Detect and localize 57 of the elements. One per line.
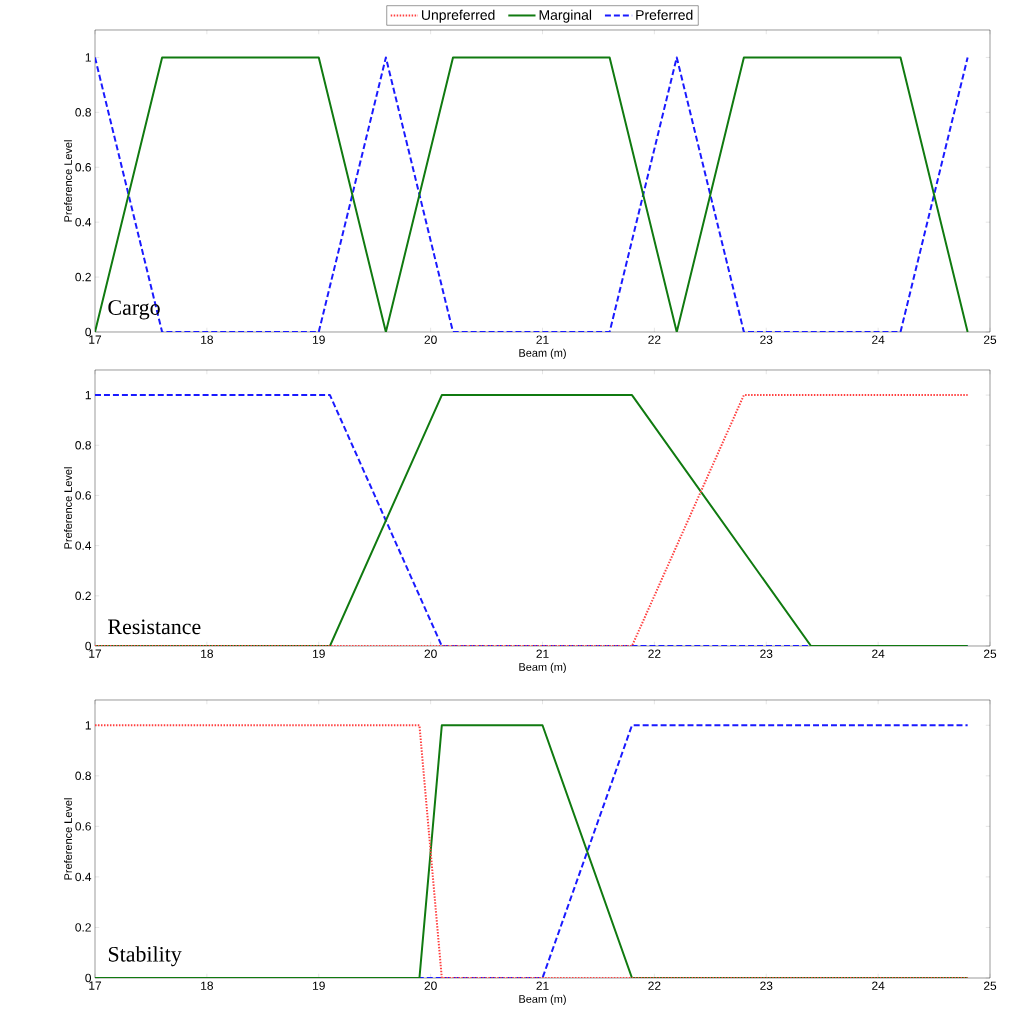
y-tick-label: 0.4 [75,217,92,227]
x-tick-label: 21 [536,649,549,658]
x-tick-label: 17 [89,981,102,990]
x-tick-label: 25 [983,981,997,990]
x-tick-label: 24 [872,981,885,990]
annotation: Stability [108,946,182,967]
legend-label: Preferred [636,9,693,20]
y-tick-label: 0.2 [75,591,91,601]
y-tick-label: 0 [85,973,92,983]
y-tick-label: 0.8 [75,771,91,781]
x-tick-label: 20 [424,649,437,658]
x-tick-label: 18 [201,981,213,990]
y-axis-title: Preference Level [63,798,73,880]
y-tick-label: 0 [85,327,92,337]
x-axis-title: Beam (m) [519,348,566,360]
x-tick-label: 17 [89,335,102,344]
x-tick-label: 22 [648,649,661,658]
x-tick-label: 22 [648,981,661,990]
x-tick-label: 17 [89,649,102,658]
x-tick-label: 18 [201,649,213,658]
legend-label: Unpreferred [422,9,495,23]
y-tick-label: 0.6 [75,163,91,172]
x-axis-title: Beam (m) [519,662,566,674]
y-tick-label: 0.8 [75,108,91,117]
x-tick-label: 19 [313,981,325,990]
legend-label: Marginal [539,9,592,23]
x-tick-label: 19 [313,335,325,344]
y-tick-label: 1 [85,53,91,62]
x-tick-label: 20 [424,981,437,990]
x-tick-label: 22 [648,335,661,344]
y-tick-label: 0.4 [75,872,92,882]
x-tick-label: 20 [424,335,437,344]
x-tick-label: 23 [760,981,773,990]
y-tick-label: 0.6 [75,491,91,500]
x-tick-label: 24 [872,335,885,344]
annotation: Cargo [108,300,160,320]
annotation: Resistance [108,619,201,635]
y-tick-label: 0.8 [75,441,91,450]
x-tick-label: 21 [536,981,549,990]
y-tick-label: 1 [85,721,91,730]
x-tick-label: 23 [760,335,773,344]
y-tick-label: 0.2 [75,923,91,932]
y-axis-title: Preference Level [63,140,73,222]
x-tick-label: 25 [983,649,997,658]
x-axis-title: Beam (m) [519,994,566,1006]
y-tick-label: 1 [85,390,91,400]
x-tick-label: 25 [983,335,997,344]
x-tick-label: 21 [536,335,549,344]
y-tick-label: 0.4 [75,541,92,550]
x-tick-label: 23 [760,649,773,658]
x-tick-label: 18 [201,335,213,344]
y-tick-label: 0.2 [75,272,91,282]
y-tick-label: 0.6 [75,822,91,831]
x-tick-label: 19 [313,649,325,658]
y-axis-title: Preference Level [63,467,73,549]
x-tick-label: 24 [872,649,885,658]
y-tick-label: 0 [85,641,92,651]
